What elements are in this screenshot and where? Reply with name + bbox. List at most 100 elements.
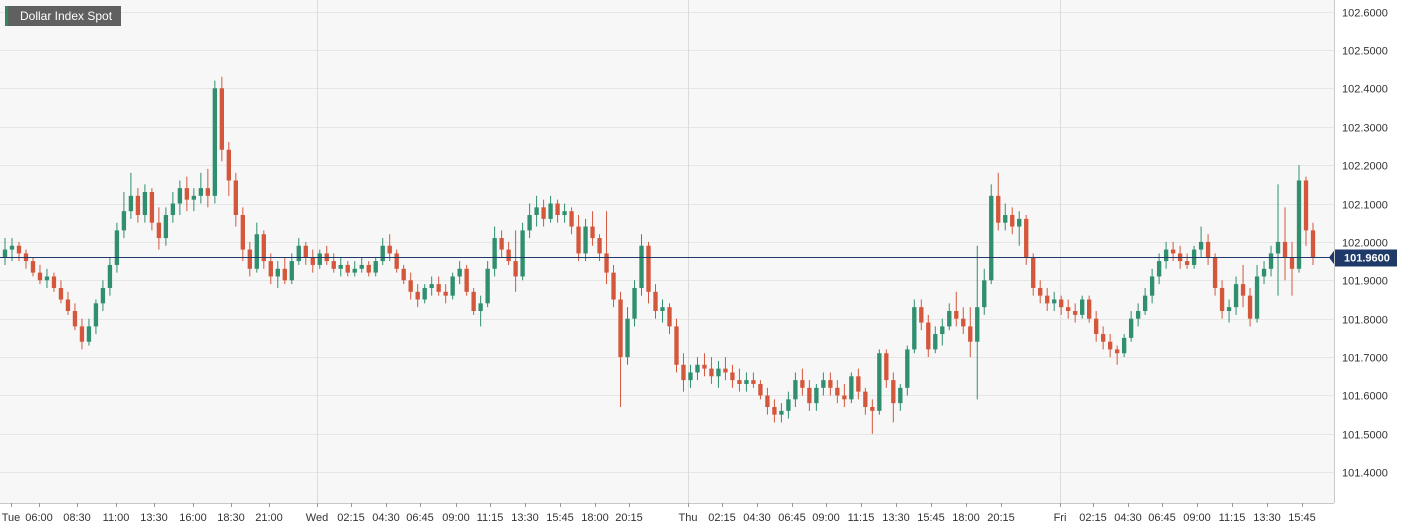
time-tick-label: 09:00 [1183,512,1211,524]
candle-body [212,88,218,196]
candle-body [205,188,211,196]
candle-body [506,249,511,262]
candle-body [653,291,658,312]
time-tick-label: 02:15 [337,512,365,524]
candle-body [331,261,336,269]
candle-body [184,188,190,200]
candle-body [65,299,71,312]
candle-body [1212,257,1218,288]
candle-body [107,264,113,288]
candle-body [1052,299,1057,304]
candle-body [443,291,448,296]
candle-body [1205,241,1211,258]
price-tick-label: 102.0000 [1342,238,1388,250]
candles [2,76,1316,434]
price-tick-label: 101.4000 [1342,468,1388,480]
candle-body [961,318,966,327]
time-tick-label: 06:45 [778,512,806,524]
candle-body [310,257,315,265]
time-tick-label: 20:15 [615,512,643,524]
candle-body [1247,295,1253,319]
candle-body [828,380,833,388]
candle-body [254,234,259,269]
candle-body [597,238,602,254]
candle-body [485,268,490,304]
candle-body [93,303,99,327]
candle-body [590,226,595,239]
candle-body [926,322,931,350]
candle-body [695,364,700,373]
candle-body [30,261,36,273]
candle-body [1010,215,1015,227]
candle-body [1156,261,1162,277]
candle-body [947,311,952,327]
time-tick-label: Tue [2,512,21,524]
candle-body [996,195,1001,223]
candle-body [723,368,728,373]
candle-body [338,264,343,269]
time-tick-label: 15:45 [1288,512,1316,524]
last-price-marker: 101.9600 [0,249,1397,267]
time-tick-label: 09:00 [812,512,840,524]
candle-body [849,376,854,400]
candle-body [72,311,78,327]
candle-body [639,245,644,288]
candle-body [856,376,861,392]
candle-body [800,380,805,388]
candle-body [408,280,413,292]
candle-body [114,230,120,265]
candle-body [2,249,8,258]
candle-body [842,395,847,400]
candle-body [1261,268,1267,277]
candle-body [625,318,630,358]
candle-body [884,353,889,381]
candle-body [1045,295,1050,304]
candle-body [296,245,301,262]
candle-body [702,364,707,369]
candle-body [1303,180,1309,231]
time-tick-label: Thu [679,512,698,524]
candle-body [744,380,749,384]
candle-body [282,268,287,281]
candle-body [44,276,50,281]
candle-body [1275,241,1281,254]
candle-body [1163,249,1169,262]
time-axis: Tue 06:00 08:30 11:00 13:30 16:00 18:30 21:00 We… [2,503,1316,524]
candle-body [954,311,959,319]
time-tick-label: Wed [306,512,328,524]
candle-body [142,191,148,216]
candle-body [863,391,868,408]
time-tick-label: 06:45 [1148,512,1176,524]
last-price-label: 101.9600 [1344,253,1390,265]
candle-body [1066,307,1071,312]
candle-body [632,287,637,319]
time-tick-label: 02:15 [1079,512,1107,524]
candle-body [1080,299,1085,315]
candle-body [779,410,784,415]
candle-body [604,253,609,273]
time-tick-label: 18:00 [952,512,980,524]
price-tick-label: 102.1000 [1342,200,1388,212]
candle-body [555,203,560,216]
candle-body [275,268,280,277]
candle-body [1142,295,1148,312]
candle-body [1219,287,1225,312]
price-tick-label: 102.3000 [1342,123,1388,135]
candle-body [1128,318,1134,338]
time-tick-label: 06:00 [25,512,53,524]
candle-body [289,261,294,281]
candle-body [674,326,679,365]
candle-body [898,387,903,404]
candle-body [814,387,819,404]
candle-body [415,291,420,300]
candle-body [1198,241,1204,250]
candle-body [1114,349,1120,354]
candle-body [870,407,875,411]
candle-body [1240,284,1246,296]
candle-body [576,226,581,254]
candle-body [709,368,714,377]
candle-body [905,349,910,388]
candle-body [240,215,245,250]
time-tick-label: 04:30 [743,512,771,524]
